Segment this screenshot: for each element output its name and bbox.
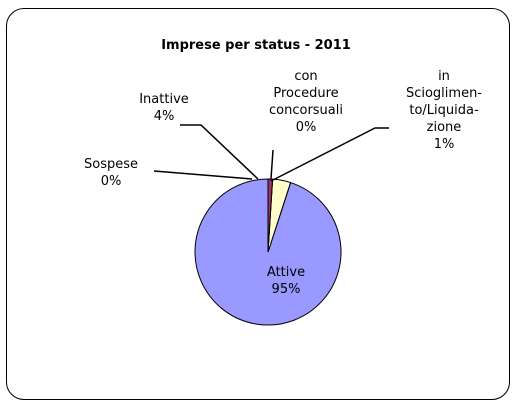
label-procedure-line1: con [294,69,317,84]
label-scioglimento-line1: in [438,69,450,84]
label-inattive-pct: 4% [154,109,175,124]
label-attive: Attive [267,265,305,280]
label-scioglimento-line3: to/Liquida- [409,103,479,118]
label-procedure-line2: Procedure [273,86,338,101]
leader-line-inattive [180,124,259,180]
label-procedure-pct: 0% [296,120,317,135]
label-sospese-pct: 0% [101,174,122,189]
label-procedure-line3: concorsuali [269,103,343,118]
label-sospese: Sospese [84,157,138,172]
label-scioglimento-line2: Scioglimen- [406,86,482,101]
leader-line-procedure [270,149,274,180]
label-scioglimento-pct: 1% [434,137,455,152]
label-attive-pct: 95% [272,282,301,297]
leader-line-scioglimento [270,127,389,182]
label-inattive: Inattive [139,92,189,107]
label-scioglimento-line4: zione [427,120,462,135]
pie-slice-in-scioglimento-liquidazione [267,178,274,253]
chart-title: Imprese per status - 2011 [161,38,351,53]
leader-line-sospese [153,170,253,180]
